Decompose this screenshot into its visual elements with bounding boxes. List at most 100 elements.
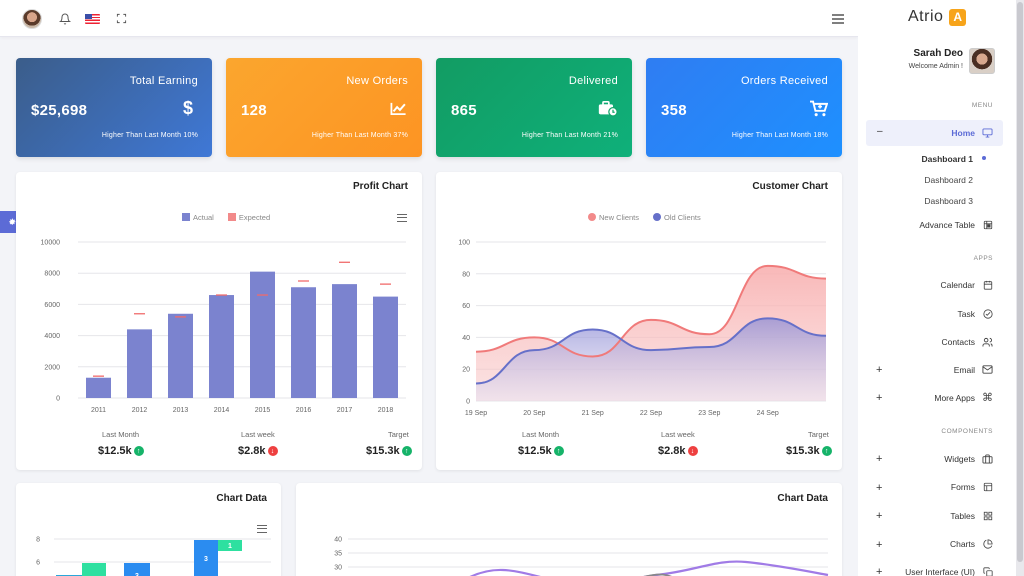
x-tick-label: 2017: [337, 407, 353, 414]
bar-actual: [373, 296, 398, 398]
sidebar-item-widgets[interactable]: Widgets: [944, 453, 993, 464]
command-icon: ⌘: [982, 392, 993, 404]
avatar[interactable]: [969, 48, 995, 74]
chart-data-panel-left: Chart Data 8 6 3 1 3: [16, 483, 281, 576]
sidebar-item-home-label[interactable]: Home: [951, 127, 993, 138]
y-tick-label: 10000: [41, 240, 61, 247]
arrow-down-icon: ↓: [687, 446, 698, 456]
sidebar-item-tables[interactable]: Tables: [950, 510, 993, 521]
calendar-icon: [982, 279, 993, 290]
sidebar-item-dashboard-1[interactable]: Dashboard 1: [921, 154, 974, 164]
card-new-orders[interactable]: New Orders 128 Higher Than Last Month 37…: [226, 58, 422, 157]
tables-expand-toggle[interactable]: +: [876, 510, 883, 522]
bell-icon[interactable]: [57, 0, 73, 37]
y-tick-label: 40: [334, 537, 342, 544]
brand[interactable]: Atrio A: [908, 8, 967, 26]
card-orders-received[interactable]: Orders Received 358 Higher Than Last Mon…: [646, 58, 842, 157]
card-total-earning[interactable]: Total Earning $25,698 $ Higher Than Last…: [16, 58, 212, 157]
legend-item-actual[interactable]: Actual: [182, 213, 214, 222]
chart-menu-icon[interactable]: [257, 525, 267, 533]
y-tick-label: 20: [462, 367, 470, 374]
stacked-bar-chart: 8 6 3 1 3: [36, 537, 271, 576]
legend-item-new-clients[interactable]: New Clients: [588, 213, 639, 222]
sidebar-item-task[interactable]: Task: [958, 308, 993, 319]
sidebar-item-user-interface[interactable]: User Interface (UI): [905, 566, 993, 576]
card-subtitle: Higher Than Last Month 10%: [101, 132, 198, 139]
card-delivered[interactable]: Delivered 865 Higher Than Last Month 21%: [436, 58, 632, 157]
card-title: Delivered: [568, 75, 618, 87]
panel-title: Customer Chart: [752, 181, 828, 192]
arrow-up-icon: ↑: [401, 446, 412, 456]
monitor-icon: [982, 127, 993, 138]
x-tick-label: 24 Sep: [757, 410, 779, 417]
arrow-up-icon: ↑: [821, 446, 832, 456]
hamburger-icon[interactable]: [830, 0, 846, 37]
fullscreen-icon[interactable]: [113, 0, 129, 37]
y-tick-label: 60: [462, 303, 470, 310]
sidebar-item-charts[interactable]: Charts: [950, 538, 993, 549]
sidebar-item-dashboard-3[interactable]: Dashboard 3: [924, 196, 973, 206]
card-subtitle: Higher Than Last Month 18%: [731, 132, 828, 139]
check-circle-icon: [982, 308, 993, 319]
briefcase-clock-icon: [598, 98, 618, 118]
sidebar-item-forms[interactable]: Forms: [951, 481, 993, 492]
user-role: Welcome Admin !: [908, 63, 963, 70]
section-label-menu: MENU: [971, 102, 993, 109]
sidebar-item-email[interactable]: Email: [954, 364, 993, 375]
copy-icon: [982, 566, 993, 576]
scrollbar[interactable]: [1016, 0, 1024, 576]
stat-value-last-month: $12.5k ↑: [518, 445, 564, 457]
active-dot: [982, 156, 986, 160]
briefcase-icon: [982, 453, 993, 464]
more-apps-expand-toggle[interactable]: +: [876, 392, 883, 404]
y-tick-label: 6000: [44, 302, 60, 309]
legend-item-expected[interactable]: Expected: [227, 213, 270, 222]
sidebar-item-more-apps[interactable]: More Apps ⌘: [934, 392, 993, 404]
x-tick-label: 2018: [378, 407, 394, 414]
legend-item-old-clients[interactable]: Old Clients: [653, 213, 701, 222]
us-flag-icon[interactable]: [84, 0, 100, 37]
chart-menu-icon[interactable]: [397, 214, 407, 222]
x-tick-label: 2015: [255, 407, 271, 414]
stat-label: Last week: [661, 430, 695, 439]
bar-actual: [168, 313, 193, 398]
ui-expand-toggle[interactable]: +: [876, 566, 883, 576]
panel-title: Chart Data: [216, 493, 267, 504]
home-collapse-toggle[interactable]: –: [877, 126, 883, 137]
arrow-down-icon: ↓: [267, 446, 278, 456]
stat-value-last-week: $2.8k ↓: [238, 445, 278, 457]
data-label: 3: [135, 573, 139, 576]
stat-value-last-month: $12.5k ↑: [98, 445, 144, 457]
bar-actual: [127, 329, 152, 398]
card-value: 358: [661, 102, 687, 119]
y-tick-label: 4000: [44, 333, 60, 340]
stat-label: Target: [808, 430, 829, 439]
stat-label: Last Month: [522, 430, 560, 439]
sidebar-item-dashboard-2[interactable]: Dashboard 2: [924, 175, 973, 185]
y-tick-label: 8000: [44, 271, 60, 278]
x-tick-label: 2013: [173, 407, 189, 414]
section-label-apps: APPS: [973, 255, 993, 262]
card-title: Orders Received: [740, 75, 828, 87]
scrollbar-thumb[interactable]: [1017, 2, 1023, 562]
sidebar: Atrio A Sarah Deo Welcome Admin !: [858, 0, 1016, 576]
stat-label: Target: [388, 430, 409, 439]
sidebar-item-advance-table[interactable]: Advance Table: [919, 219, 993, 230]
widgets-expand-toggle[interactable]: +: [876, 453, 883, 465]
chart-data-panel-right: Chart Data 40 35 30: [296, 483, 842, 576]
forms-expand-toggle[interactable]: +: [876, 482, 883, 494]
charts-expand-toggle[interactable]: +: [876, 539, 883, 551]
bar-segment: [218, 540, 242, 551]
user-avatar-button[interactable]: [21, 0, 43, 37]
sidebar-item-home[interactable]: [866, 120, 1003, 146]
sidebar-item-contacts[interactable]: Contacts: [941, 336, 993, 347]
chart-line-icon: [388, 98, 408, 118]
card-value: $25,698: [31, 102, 88, 119]
sidebar-item-calendar[interactable]: Calendar: [941, 279, 994, 290]
email-expand-toggle[interactable]: +: [876, 364, 883, 376]
panel-title: Profit Chart: [353, 181, 408, 192]
stat-value-last-week: $2.8k ↓: [658, 445, 698, 457]
user-name: Sarah Deo: [913, 48, 963, 59]
arrow-up-icon: ↑: [553, 446, 564, 456]
